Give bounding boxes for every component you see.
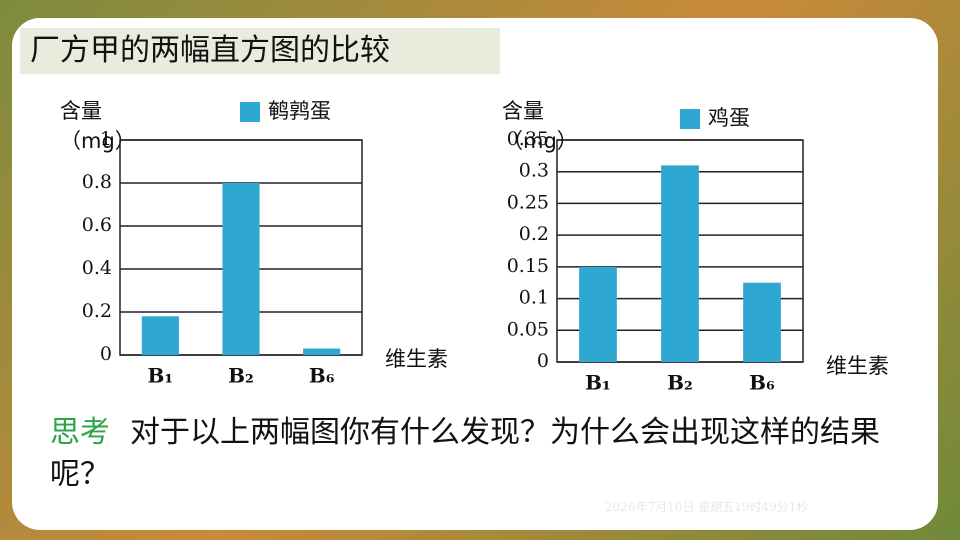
prompt-label: 思考 <box>50 415 110 450</box>
legend-label: 鹌鹑蛋 <box>268 99 331 123</box>
legend-swatch <box>240 102 260 122</box>
x-tick-label: B₁ <box>585 371 611 395</box>
bar <box>141 316 179 355</box>
panel <box>12 18 938 530</box>
x-tick-label: B₆ <box>749 371 775 395</box>
bar <box>743 282 781 362</box>
y-tick-label: 0.4 <box>82 257 112 279</box>
y-tick-label: 0.25 <box>507 191 549 213</box>
x-axis-label: 维生素 <box>385 347 448 371</box>
y-tick-label: 0.6 <box>82 214 112 236</box>
bar <box>303 348 341 355</box>
y-tick-label: 0 <box>100 343 112 365</box>
x-tick-label: B₁ <box>147 364 173 388</box>
bar <box>579 266 617 362</box>
y-tick-label: 0 <box>537 350 549 372</box>
bar <box>222 183 260 355</box>
bar <box>661 165 699 362</box>
y-axis-label: 含量（mg） <box>502 99 578 153</box>
y-tick-label: 0.2 <box>82 300 112 322</box>
prompt-text: 对于以上两幅图你有什么发现？为什么会出现这样的结果呢？ <box>50 415 880 492</box>
timestamp: 2026年7月10日 星期五19时49分1秒 <box>605 500 809 514</box>
y-tick-label: 0.35 <box>507 128 549 150</box>
x-tick-label: B₆ <box>309 364 335 388</box>
y-tick-label: 0.05 <box>507 318 549 340</box>
y-tick-label: 1 <box>100 128 112 150</box>
x-tick-label: B₂ <box>667 371 693 395</box>
slide-title: 厂方甲的两幅直方图的比较 <box>20 28 500 74</box>
x-tick-label: B₂ <box>228 364 254 388</box>
x-axis-label: 维生素 <box>826 354 889 378</box>
legend-label: 鸡蛋 <box>708 106 750 130</box>
y-tick-label: 0.2 <box>519 223 549 245</box>
legend-swatch <box>680 109 700 129</box>
y-tick-label: 0.8 <box>82 171 112 193</box>
y-tick-label: 0.1 <box>519 287 549 309</box>
y-axis-label: 含量（mg） <box>60 99 136 153</box>
y-tick-label: 0.3 <box>519 160 549 182</box>
y-tick-label: 0.15 <box>507 255 549 277</box>
prompt: 思考 对于以上两幅图你有什么发现？为什么会出现这样的结果呢？ <box>50 412 900 496</box>
